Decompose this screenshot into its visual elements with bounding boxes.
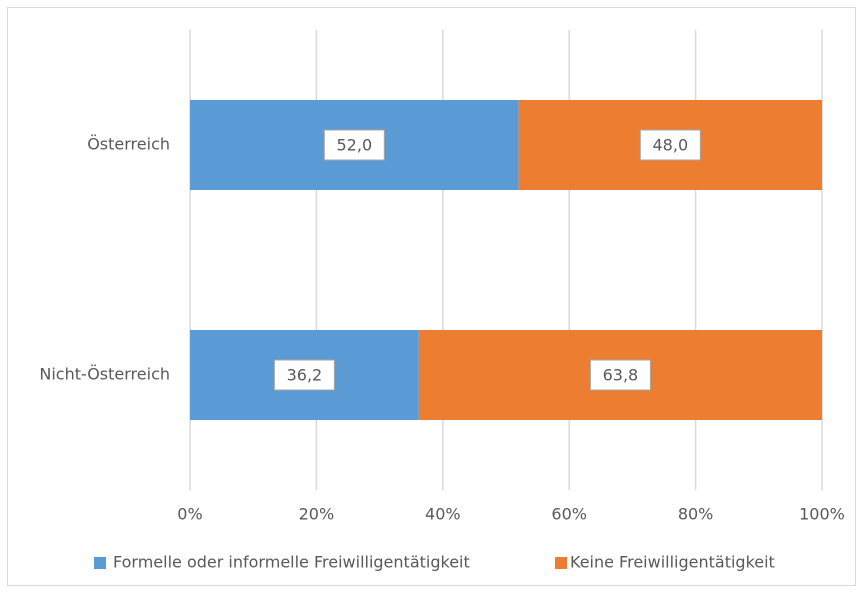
value-label-box [273, 359, 335, 391]
value-label-box [589, 359, 651, 391]
x-tick-label: 100% [799, 505, 845, 524]
x-tick-label: 0% [177, 505, 202, 524]
x-tick-label: 20% [299, 505, 335, 524]
value-label: 48,0 [653, 136, 689, 155]
value-label: 36,2 [287, 366, 323, 385]
y-tick-label: Nicht-Österreich [39, 365, 170, 384]
value-label-box [323, 129, 385, 161]
value-label: 63,8 [603, 366, 639, 385]
y-tick-label: Österreich [87, 135, 170, 154]
value-label-box [639, 129, 701, 161]
legend-swatch [94, 557, 106, 569]
legend-label: Formelle oder informelle Freiwilligentät… [113, 553, 470, 572]
chart-border [7, 7, 856, 586]
x-tick-label: 60% [551, 505, 587, 524]
x-tick-label: 40% [425, 505, 461, 524]
value-label: 52,0 [337, 136, 373, 155]
legend-label: Keine Freiwilligentätigkeit [570, 553, 775, 572]
legend-swatch [555, 557, 567, 569]
x-tick-label: 80% [678, 505, 714, 524]
